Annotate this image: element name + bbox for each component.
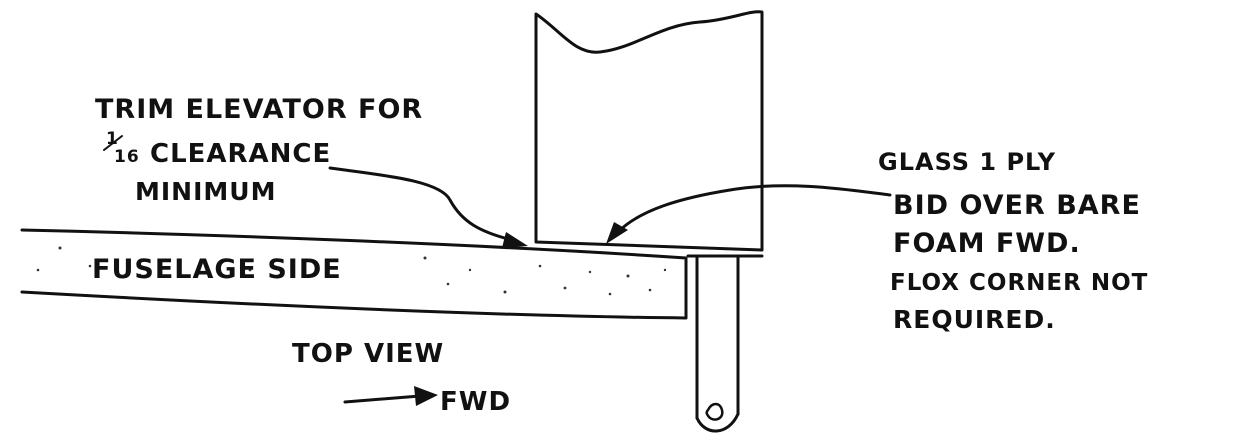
fuselage-label: FUSELAGE SIDE <box>92 254 342 285</box>
glass-note: GLASS 1 PLY BID OVER BARE FOAM FWD. FLOX… <box>878 148 1148 334</box>
trim-frac-num: 1 <box>106 129 119 149</box>
lower-post <box>686 254 764 433</box>
glass-leader-arrow <box>606 184 892 244</box>
fuselage-side-panel: FUSELAGE SIDE <box>20 228 688 320</box>
view-caption: TOP VIEW FWD <box>292 339 511 417</box>
trim-note: TRIM ELEVATOR FOR 1 16 CLEARANCE MINIMUM <box>95 94 423 206</box>
top-view-label: TOP VIEW <box>292 339 444 369</box>
glass-line-3: FOAM FWD. <box>893 228 1081 259</box>
elevator-block <box>534 10 764 252</box>
trim-line-3: MINIMUM <box>135 177 276 206</box>
trim-line-2: CLEARANCE <box>150 139 331 169</box>
glass-line-4: FLOX CORNER NOT <box>890 270 1148 296</box>
forward-arrow-head <box>414 386 438 406</box>
trim-leader-arrow <box>328 166 528 248</box>
glass-line-1: GLASS 1 PLY <box>878 148 1056 176</box>
trim-frac-den: 16 <box>114 147 140 167</box>
trim-line-1: TRIM ELEVATOR FOR <box>95 94 423 125</box>
glass-line-5: REQUIRED. <box>893 305 1056 334</box>
glass-line-2: BID OVER BARE <box>893 190 1141 221</box>
fwd-label: FWD <box>440 387 511 417</box>
